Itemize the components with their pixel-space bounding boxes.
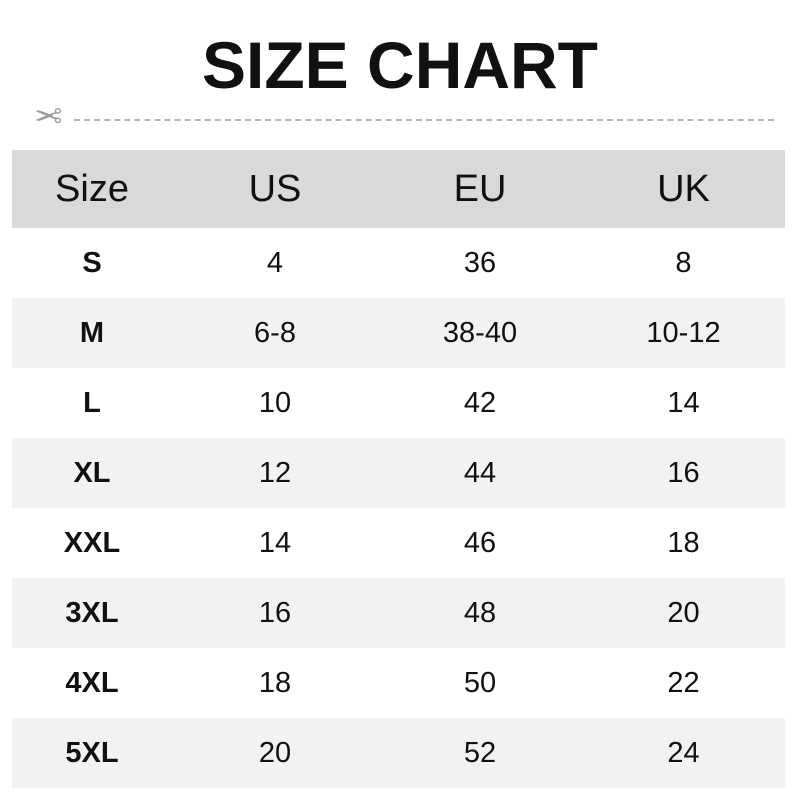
cell-eu: 48 — [463, 596, 497, 629]
table-row: XXL 14 46 18 — [12, 508, 785, 578]
cell-size: 3XL — [65, 596, 119, 629]
cell-uk: 10-12 — [646, 316, 721, 349]
cell-eu: 50 — [463, 666, 497, 699]
page-title: SIZE CHART — [202, 28, 598, 102]
cell-uk: 14 — [667, 386, 700, 419]
column-header-size: Size — [55, 167, 129, 210]
cell-us: 20 — [258, 736, 292, 769]
cut-line-divider: ✂ — [34, 98, 774, 136]
cell-us: 18 — [258, 666, 292, 699]
cell-size: L — [83, 386, 101, 419]
cell-us: 14 — [258, 526, 292, 559]
table-row: S 4 36 8 — [12, 228, 785, 298]
cell-size: 4XL — [65, 666, 119, 699]
size-table: Size US EU UK S 4 36 8 M 6-8 38-40 10-12 L 10 42 14… — [12, 150, 785, 788]
cell-size: XL — [73, 456, 111, 489]
table-row: XL 12 44 16 — [12, 438, 785, 508]
cell-size: XXL — [63, 526, 121, 559]
cell-eu: 38-40 — [442, 316, 518, 349]
cell-size: S — [82, 246, 102, 279]
table-header-row: Size US EU UK — [12, 150, 785, 228]
cell-size: M — [79, 316, 105, 349]
cell-us: 6-8 — [254, 316, 296, 349]
cell-uk: 24 — [667, 736, 700, 769]
cell-uk: 20 — [667, 596, 700, 629]
column-header-uk: UK — [657, 167, 710, 210]
cell-uk: 22 — [667, 666, 700, 699]
cell-eu: 36 — [463, 246, 497, 279]
cell-us: 12 — [258, 456, 292, 489]
table-row: M 6-8 38-40 10-12 — [12, 298, 785, 368]
column-header-eu: EU — [453, 167, 507, 210]
cell-us: 4 — [266, 246, 284, 279]
cell-us: 16 — [258, 596, 292, 629]
table-row: 5XL 20 52 24 — [12, 718, 785, 788]
dashed-line — [74, 119, 774, 121]
cell-eu: 52 — [463, 736, 497, 769]
table-row: 4XL 18 50 22 — [12, 648, 785, 718]
cell-eu: 42 — [463, 386, 497, 419]
cell-uk: 8 — [675, 246, 692, 279]
cell-uk: 16 — [667, 456, 700, 489]
cell-us: 10 — [258, 386, 292, 419]
table-row: L 10 42 14 — [12, 368, 785, 438]
scissors-icon: ✂ — [34, 98, 63, 136]
cell-eu: 44 — [463, 456, 497, 489]
cell-uk: 18 — [667, 526, 700, 559]
cell-eu: 46 — [463, 526, 497, 559]
table-row: 3XL 16 48 20 — [12, 578, 785, 648]
cell-size: 5XL — [65, 736, 119, 769]
column-header-us: US — [248, 167, 302, 210]
